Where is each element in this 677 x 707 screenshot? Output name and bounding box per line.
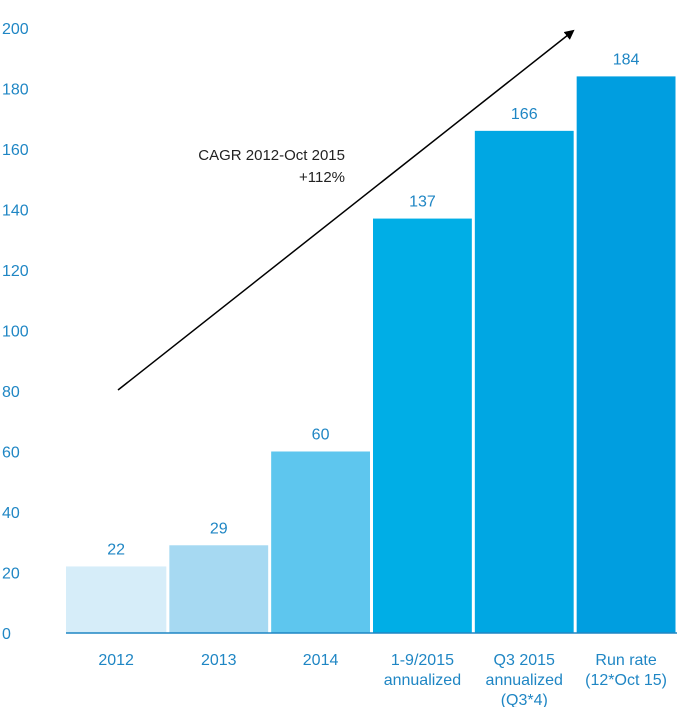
bar-value-label: 166 <box>511 106 538 123</box>
x-axis-labels: 2012 2013 2014 1-9/2015 annualized Q3 2015 ann… <box>98 652 667 707</box>
bar <box>66 566 167 633</box>
bar <box>373 218 472 633</box>
y-tick-label: 20 <box>2 566 20 583</box>
y-tick-label: 200 <box>2 21 29 38</box>
y-tick-label: 120 <box>2 263 29 280</box>
cagr-arrow <box>117 29 575 391</box>
y-axis: 0 20 40 60 80 100 120 140 160 180 200 <box>2 21 29 643</box>
x-tick-label: Q3 2015 annualized (Q3*4) <box>486 652 563 707</box>
bar <box>271 451 370 633</box>
bar-value-label: 29 <box>210 520 228 537</box>
y-tick-label: 40 <box>2 505 20 522</box>
bar <box>576 76 676 633</box>
bar <box>474 130 574 633</box>
bar-value-label: 22 <box>107 541 125 558</box>
value-labels: 22 29 60 137 166 184 <box>107 51 639 558</box>
y-tick-label: 140 <box>2 203 29 220</box>
bar-value-label: 137 <box>409 194 436 211</box>
y-tick-label: 180 <box>2 82 29 99</box>
cagr-annotation: CAGR 2012-Oct 2015 +112% <box>198 147 345 186</box>
x-tick-label: 2014 <box>303 652 339 669</box>
x-tick-label: 1-9/2015 annualized <box>384 652 461 689</box>
bars <box>66 76 676 633</box>
y-tick-label: 80 <box>2 384 20 401</box>
x-tick-label: 2013 <box>201 652 237 669</box>
y-tick-label: 100 <box>2 324 29 341</box>
bar <box>169 545 269 633</box>
bar-value-label: 60 <box>312 427 330 444</box>
y-tick-label: 160 <box>2 142 29 159</box>
y-tick-label: 0 <box>2 626 11 643</box>
x-tick-label: Run rate (12*Oct 15) <box>585 652 667 689</box>
x-tick-label: 2012 <box>98 652 134 669</box>
cagr-annotation-line2: +112% <box>299 169 345 186</box>
cagr-annotation-line1: CAGR 2012-Oct 2015 <box>198 147 345 164</box>
y-tick-label: 60 <box>2 445 20 462</box>
bar-value-label: 184 <box>613 51 640 68</box>
